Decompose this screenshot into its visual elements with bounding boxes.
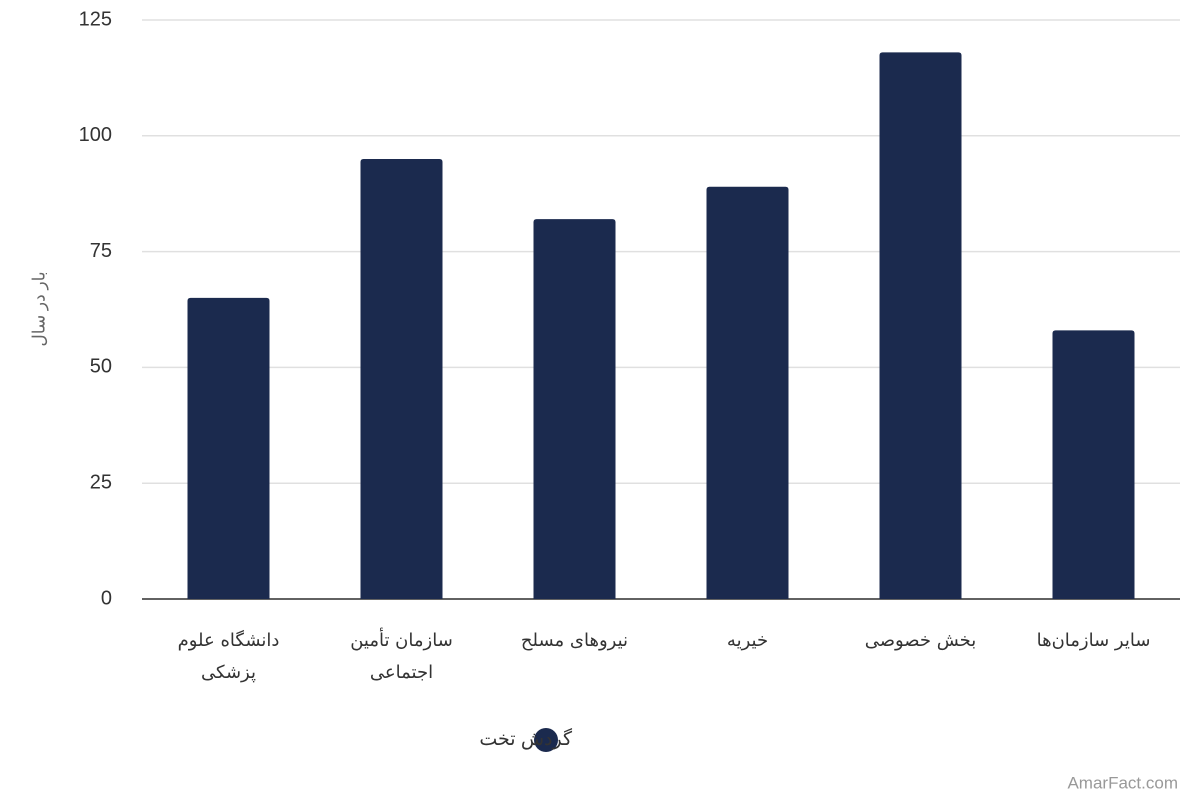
x-tick-label: بخش خصوصی	[864, 630, 977, 651]
bar	[706, 186, 789, 599]
legend-marker	[534, 728, 558, 752]
x-tick-label: سایر سازمان‌ها	[1036, 630, 1151, 651]
y-tick-label: 0	[101, 587, 112, 609]
y-tick-label: 100	[79, 124, 112, 146]
y-tick-label: 125	[79, 8, 112, 30]
legend-label: گردش تخت	[479, 727, 573, 750]
source: AmarFact.com	[1067, 773, 1178, 792]
x-tick-label: دانشگاه علوم پزشکی	[177, 630, 280, 683]
y-tick-label: 75	[90, 240, 112, 262]
y-tick-label: 25	[90, 471, 112, 493]
y-tick-label: 50	[90, 356, 112, 378]
bar	[360, 158, 443, 599]
bar	[187, 297, 270, 599]
x-tick-label: سازمان تأمین اجتماعی	[350, 630, 453, 683]
bar	[879, 52, 962, 599]
bar	[1052, 330, 1135, 599]
x-tick-label: خیریه	[726, 630, 769, 651]
x-tick-label: نیروهای مسلح	[520, 630, 629, 651]
y-axis-label: بار در سال	[29, 271, 49, 346]
bar	[533, 219, 616, 599]
